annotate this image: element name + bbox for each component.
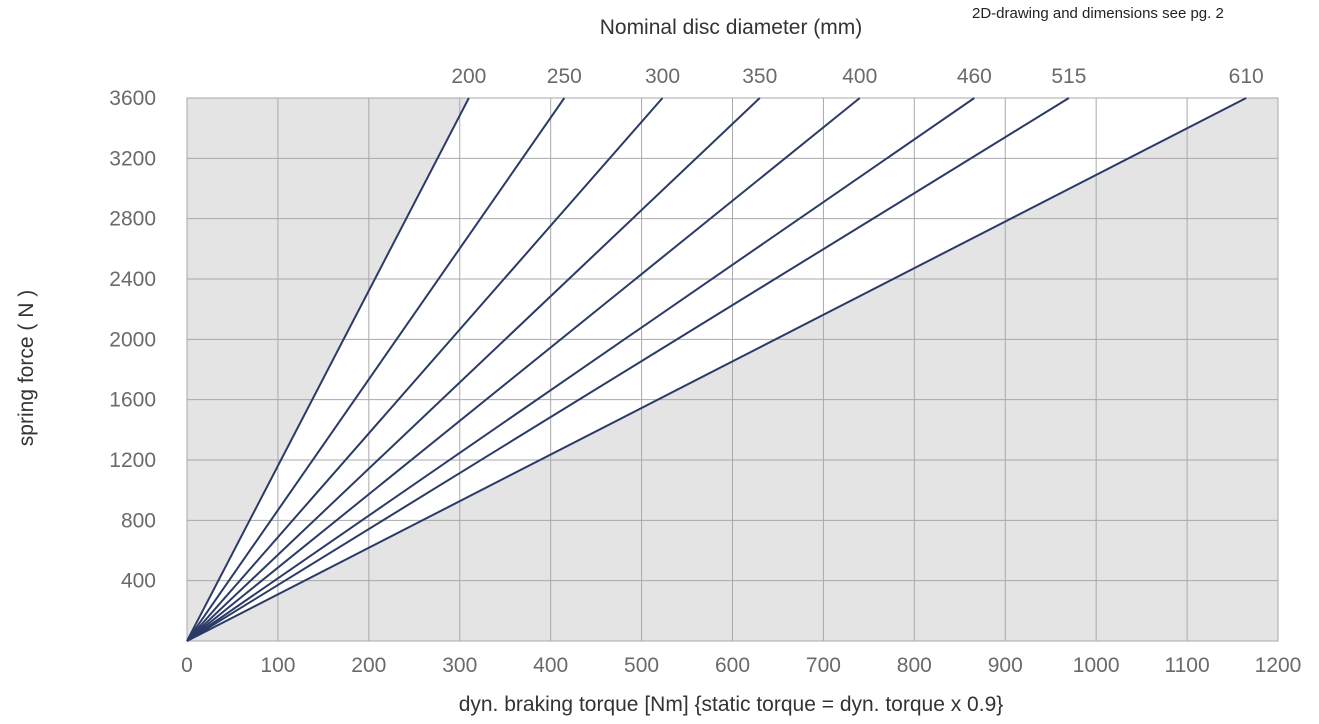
chart-title: Nominal disc diameter (mm) <box>600 16 863 39</box>
series-label: 400 <box>842 65 877 88</box>
x-tick-label: 1200 <box>1255 654 1302 677</box>
x-axis-label: dyn. braking torque [Nm] {static torque … <box>459 693 1004 716</box>
x-tick-label: 500 <box>624 654 659 677</box>
series-label: 610 <box>1229 65 1264 88</box>
series-label: 460 <box>957 65 992 88</box>
series-line-460 <box>186 97 975 642</box>
plot-area: 0 100 200 300 400 500 600 700 800 900 1000 1100 1200… <box>109 65 1301 677</box>
y-axis-label: spring force ( N ) <box>15 290 38 446</box>
x-tick-label: 400 <box>533 654 568 677</box>
x-tick-label: 0 <box>181 654 193 677</box>
series-line-250 <box>186 97 566 642</box>
series-label: 300 <box>645 65 680 88</box>
series-line-400 <box>186 97 861 642</box>
series-line-515 <box>186 97 1070 642</box>
series-line-300 <box>186 97 664 642</box>
x-tick-label: 700 <box>806 654 841 677</box>
series-line-350 <box>186 97 761 642</box>
y-tick-label: 800 <box>121 509 156 532</box>
x-tick-label: 300 <box>442 654 477 677</box>
series-label: 515 <box>1051 65 1086 88</box>
y-tick-label: 1600 <box>109 389 156 412</box>
series-label: 350 <box>742 65 777 88</box>
y-tick-label: 400 <box>121 570 156 593</box>
x-tick-label: 200 <box>351 654 386 677</box>
x-tick-label: 100 <box>260 654 295 677</box>
x-tick-label: 1100 <box>1164 654 1209 677</box>
plot-frame <box>186 97 1279 642</box>
drawing-note: 2D-drawing and dimensions see pg. 2 <box>972 5 1224 22</box>
series-line-610 <box>186 97 1247 642</box>
y-tick-label: 2800 <box>109 208 156 231</box>
x-tick-label: 1000 <box>1073 654 1120 677</box>
x-tick-label: 600 <box>715 654 750 677</box>
x-tick-label: 800 <box>897 654 932 677</box>
series-label: 250 <box>547 65 582 88</box>
x-tick-label: 900 <box>988 654 1023 677</box>
y-tick-label: 2000 <box>109 328 156 351</box>
series-line-200 <box>186 97 470 642</box>
y-tick-label: 3600 <box>109 87 156 110</box>
series-label: 200 <box>451 65 486 88</box>
y-tick-label: 1200 <box>109 449 156 472</box>
y-tick-label: 3200 <box>109 147 156 170</box>
y-tick-label: 2400 <box>109 268 156 291</box>
